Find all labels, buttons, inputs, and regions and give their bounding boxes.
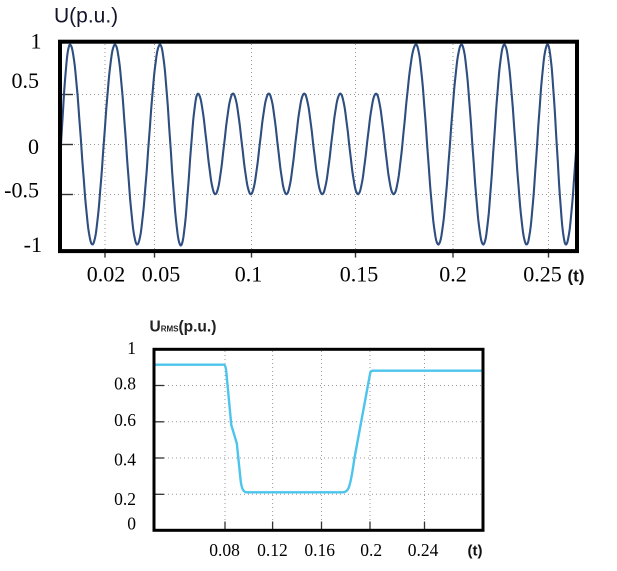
- svg-text:0.1: 0.1: [235, 262, 263, 287]
- svg-text:URMS(p.u.): URMS(p.u.): [150, 319, 217, 336]
- svg-text:1: 1: [127, 338, 136, 358]
- svg-text:0.6: 0.6: [114, 410, 136, 430]
- svg-text:-1: -1: [24, 232, 42, 257]
- svg-text:0.24: 0.24: [408, 540, 439, 560]
- svg-text:0.16: 0.16: [304, 540, 335, 560]
- svg-text:0.4: 0.4: [114, 450, 136, 470]
- svg-text:0.5: 0.5: [12, 68, 40, 93]
- svg-text:0.12: 0.12: [257, 540, 288, 560]
- svg-text:0: 0: [127, 514, 136, 534]
- svg-text:0.2: 0.2: [439, 262, 467, 287]
- svg-text:0.02: 0.02: [87, 262, 126, 287]
- svg-text:0.2: 0.2: [360, 540, 382, 560]
- svg-text:0.8: 0.8: [114, 374, 136, 394]
- svg-text:U(p.u.): U(p.u.): [54, 4, 118, 27]
- svg-text:0.05: 0.05: [142, 262, 181, 287]
- svg-text:1: 1: [31, 29, 42, 54]
- svg-text:(t): (t): [568, 267, 585, 286]
- svg-text:0.08: 0.08: [209, 540, 240, 560]
- svg-text:-0.5: -0.5: [4, 177, 39, 202]
- svg-text:(t): (t): [468, 543, 483, 560]
- svg-text:0.2: 0.2: [114, 489, 136, 509]
- svg-text:0.25: 0.25: [523, 262, 562, 287]
- svg-text:0.15: 0.15: [340, 262, 379, 287]
- svg-text:0: 0: [28, 134, 39, 159]
